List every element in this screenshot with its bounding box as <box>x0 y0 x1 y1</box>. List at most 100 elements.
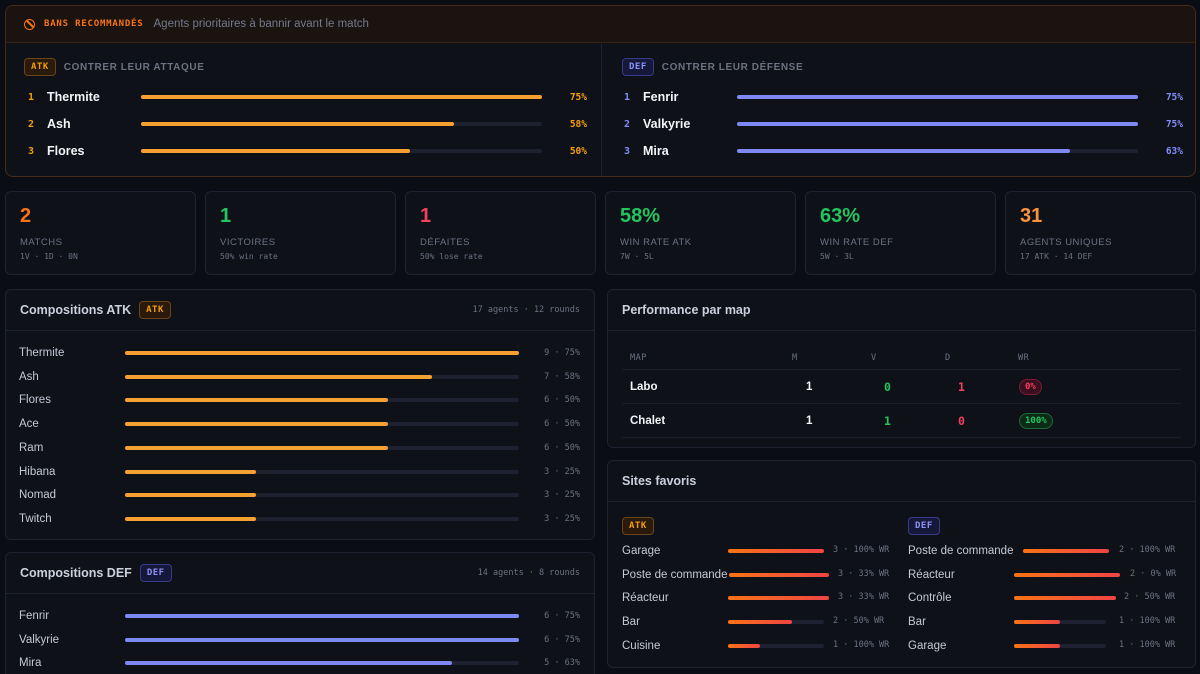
composition-row: Hibana 3 · 25% <box>19 464 580 480</box>
bans-def-column: DEF CONTRER LEUR DÉFENSE 1 Fenrir 75% 2 Valk… <box>601 44 1195 176</box>
agent-name: Fenrir <box>643 90 679 104</box>
def-tag: DEF <box>622 58 654 76</box>
map-losses: 1 <box>958 379 965 394</box>
site-name: Réacteur <box>622 592 669 605</box>
site-name: Bar <box>908 616 926 629</box>
col-v: V <box>871 352 877 363</box>
bans-atk-column: ATK CONTRER LEUR ATTAQUE 1 Thermite 75% 2 As… <box>6 44 601 176</box>
map-table-header: MAP M V D WR <box>622 346 1181 370</box>
map-name: Chalet <box>630 414 666 427</box>
agent-name: Ram <box>19 441 44 454</box>
composition-value: 3 · 25% <box>544 513 580 524</box>
ban-rank: 3 <box>28 145 35 157</box>
ban-bar-fill <box>141 149 410 153</box>
stat-value: 1 <box>220 205 232 227</box>
agent-name: Fenrir <box>19 610 50 622</box>
ban-rank: 2 <box>624 118 631 130</box>
site-bar-fill <box>728 596 829 601</box>
composition-bar <box>125 493 519 498</box>
stat-card: 31 AGENTS UNIQUES 17 ATK · 14 DEF <box>1005 191 1196 275</box>
sites-def-column: DEF Poste de commande 2 · 100% WR Réacteur… <box>908 515 1183 652</box>
composition-value: 7 · 58% <box>544 371 580 382</box>
stat-value: 2 <box>20 205 32 227</box>
site-bar-fill <box>1014 572 1120 577</box>
composition-bar-fill <box>125 637 519 642</box>
ban-bar-fill <box>737 122 1138 126</box>
win-rate-badge: 0% <box>1019 378 1042 395</box>
stat-sub: 17 ATK · 14 DEF <box>1020 252 1093 261</box>
stat-value: 31 <box>1020 205 1043 227</box>
ban-row: 2 Valkyrie 75% <box>624 115 1183 133</box>
composition-row: Mira 5 · 63% <box>19 655 580 671</box>
site-row: Cuisine 1 · 100% WR <box>622 638 897 654</box>
map-table: MAP M V D WR Labo 1 0 1 0% Chalet 1 1 0 100% <box>622 346 1181 438</box>
site-name: Cuisine <box>622 639 661 652</box>
ban-pct: 50% <box>569 145 587 157</box>
composition-bar-fill <box>125 445 388 450</box>
composition-bar-fill <box>125 614 519 618</box>
composition-bar-fill <box>125 351 519 355</box>
ban-bar <box>737 122 1138 126</box>
ban-bar <box>141 122 542 126</box>
ban-rank: 2 <box>28 118 35 130</box>
bans-atk-label: CONTRER LEUR ATTAQUE <box>63 61 205 73</box>
stat-sub: 7W · 5L <box>620 252 654 261</box>
composition-row: Ram 6 · 50% <box>19 440 580 456</box>
agent-name: Flores <box>47 144 85 158</box>
site-row: Réacteur 3 · 33% WR <box>622 590 897 606</box>
site-value: 1 · 100% WR <box>1119 639 1176 650</box>
agent-name: Mira <box>19 657 42 670</box>
table-row: Chalet 1 1 0 100% <box>622 404 1181 438</box>
site-bar-fill <box>1014 620 1060 625</box>
site-row: Bar 2 · 50% WR <box>622 614 897 630</box>
composition-bar <box>125 398 519 403</box>
stat-card: 1 DÉFAITES 50% lose rate <box>405 191 596 275</box>
composition-value: 6 · 50% <box>544 442 580 453</box>
site-row: Poste de commande 2 · 100% WR <box>908 543 1183 559</box>
stat-sub: 50% lose rate <box>420 252 483 261</box>
stat-label: DÉFAITES <box>420 237 470 248</box>
map-performance-panel: Performance par map MAP M V D WR Labo 1 0 1… <box>607 289 1196 448</box>
site-bar <box>1014 572 1120 577</box>
favorite-sites-panel: Sites favoris ATK Garage 3 · 100% WR Poste… <box>607 460 1196 668</box>
site-value: 2 · 100% WR <box>1119 545 1176 555</box>
site-bar <box>728 549 824 553</box>
composition-bar <box>125 661 519 666</box>
site-value: 1 · 100% WR <box>833 639 890 650</box>
site-value: 2 · 50% WR <box>833 616 885 627</box>
site-bar-fill <box>728 643 760 648</box>
stat-sub: 5W · 3L <box>820 252 854 261</box>
composition-row: Twitch 3 · 25% <box>19 511 580 527</box>
panel-meta: 14 agents · 8 rounds <box>477 568 580 578</box>
stat-label: WIN RATE DEF <box>820 237 894 248</box>
composition-bar-fill <box>125 374 433 379</box>
composition-bar <box>125 374 519 379</box>
site-bar-fill <box>1023 549 1109 553</box>
ban-pct: 58% <box>569 118 587 130</box>
composition-bar-fill <box>125 516 257 521</box>
site-name: Contrôle <box>908 592 952 605</box>
ban-row: 2 Ash 58% <box>28 115 587 133</box>
ban-row: 3 Mira 63% <box>624 142 1183 160</box>
agent-name: Valkyrie <box>643 117 691 131</box>
site-name: Réacteur <box>908 568 955 581</box>
site-name: Bar <box>622 616 640 629</box>
ban-bar-fill <box>141 122 454 126</box>
site-value: 3 · 33% WR <box>838 592 890 603</box>
stat-sub: 50% win rate <box>220 252 278 261</box>
map-wins: 0 <box>884 379 891 394</box>
composition-bar-fill <box>125 469 257 474</box>
ban-bar <box>141 95 542 99</box>
compositions-atk-panel: Compositions ATK ATK 17 agents · 12 roun… <box>5 289 595 540</box>
col-wr: WR <box>1018 352 1030 363</box>
composition-row: Thermite 9 · 75% <box>19 345 580 361</box>
stat-value: 63% <box>820 205 861 227</box>
site-row: Réacteur 2 · 0% WR <box>908 567 1183 583</box>
table-row: Labo 1 0 1 0% <box>622 370 1181 404</box>
map-matches: 1 <box>806 414 813 427</box>
site-row: Poste de commande 3 · 33% WR <box>622 567 897 583</box>
ban-rank: 1 <box>624 91 631 103</box>
stat-sub: 1V · 1D · 0N <box>20 252 78 261</box>
agent-name: Nomad <box>19 489 57 502</box>
composition-value: 9 · 75% <box>544 348 580 358</box>
